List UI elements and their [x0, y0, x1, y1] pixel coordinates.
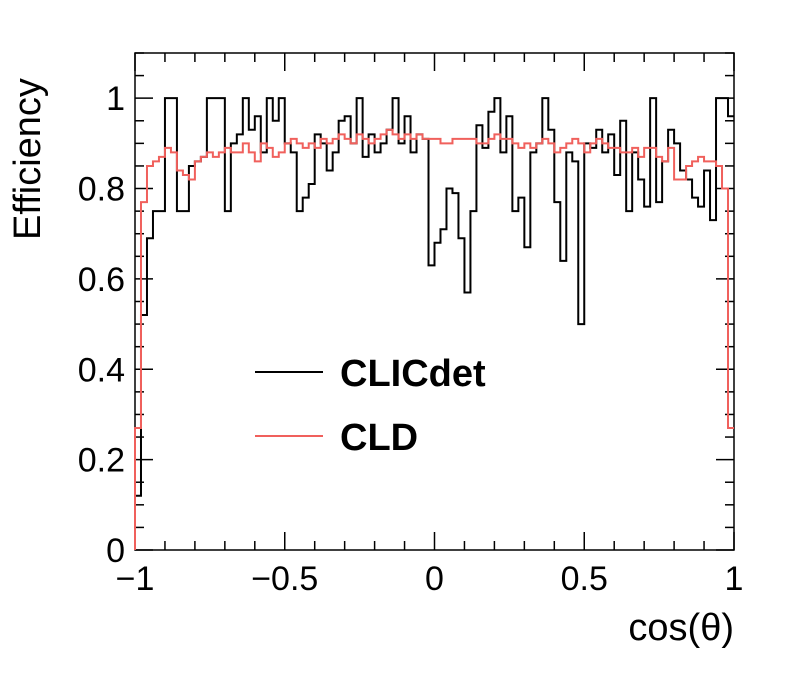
x-tick-label: 0.5 [561, 560, 608, 598]
axis-ticks [134, 52, 735, 551]
series-layer [134, 97, 734, 550]
y-tick-label: 0.6 [78, 261, 125, 299]
y-tick-label: 0 [106, 532, 125, 570]
legend-label-clicdet: CLICdet [340, 353, 486, 395]
series-line-clicdet [134, 97, 734, 550]
series-line-cld [134, 128, 734, 550]
legend: CLICdet CLD [255, 353, 486, 459]
y-axis-title: Efficiency [7, 78, 49, 240]
y-tick-label: 0.4 [78, 351, 125, 389]
x-tick-label: −0.5 [251, 560, 318, 598]
y-tick-label: 0.8 [78, 171, 125, 209]
y-tick-label: 0.2 [78, 442, 125, 480]
x-tick-label: 1 [725, 560, 744, 598]
y-tick-label: 1 [106, 80, 125, 118]
x-tick-label: −1 [116, 560, 155, 598]
x-tick-label: 0 [425, 560, 444, 598]
axis-tick-labels: −1 −0.5 0 0.5 1 0 0.2 0.4 0.6 0.8 1 [78, 80, 744, 598]
x-axis-title: cos(θ) [628, 607, 734, 649]
legend-label-cld: CLD [340, 417, 418, 459]
